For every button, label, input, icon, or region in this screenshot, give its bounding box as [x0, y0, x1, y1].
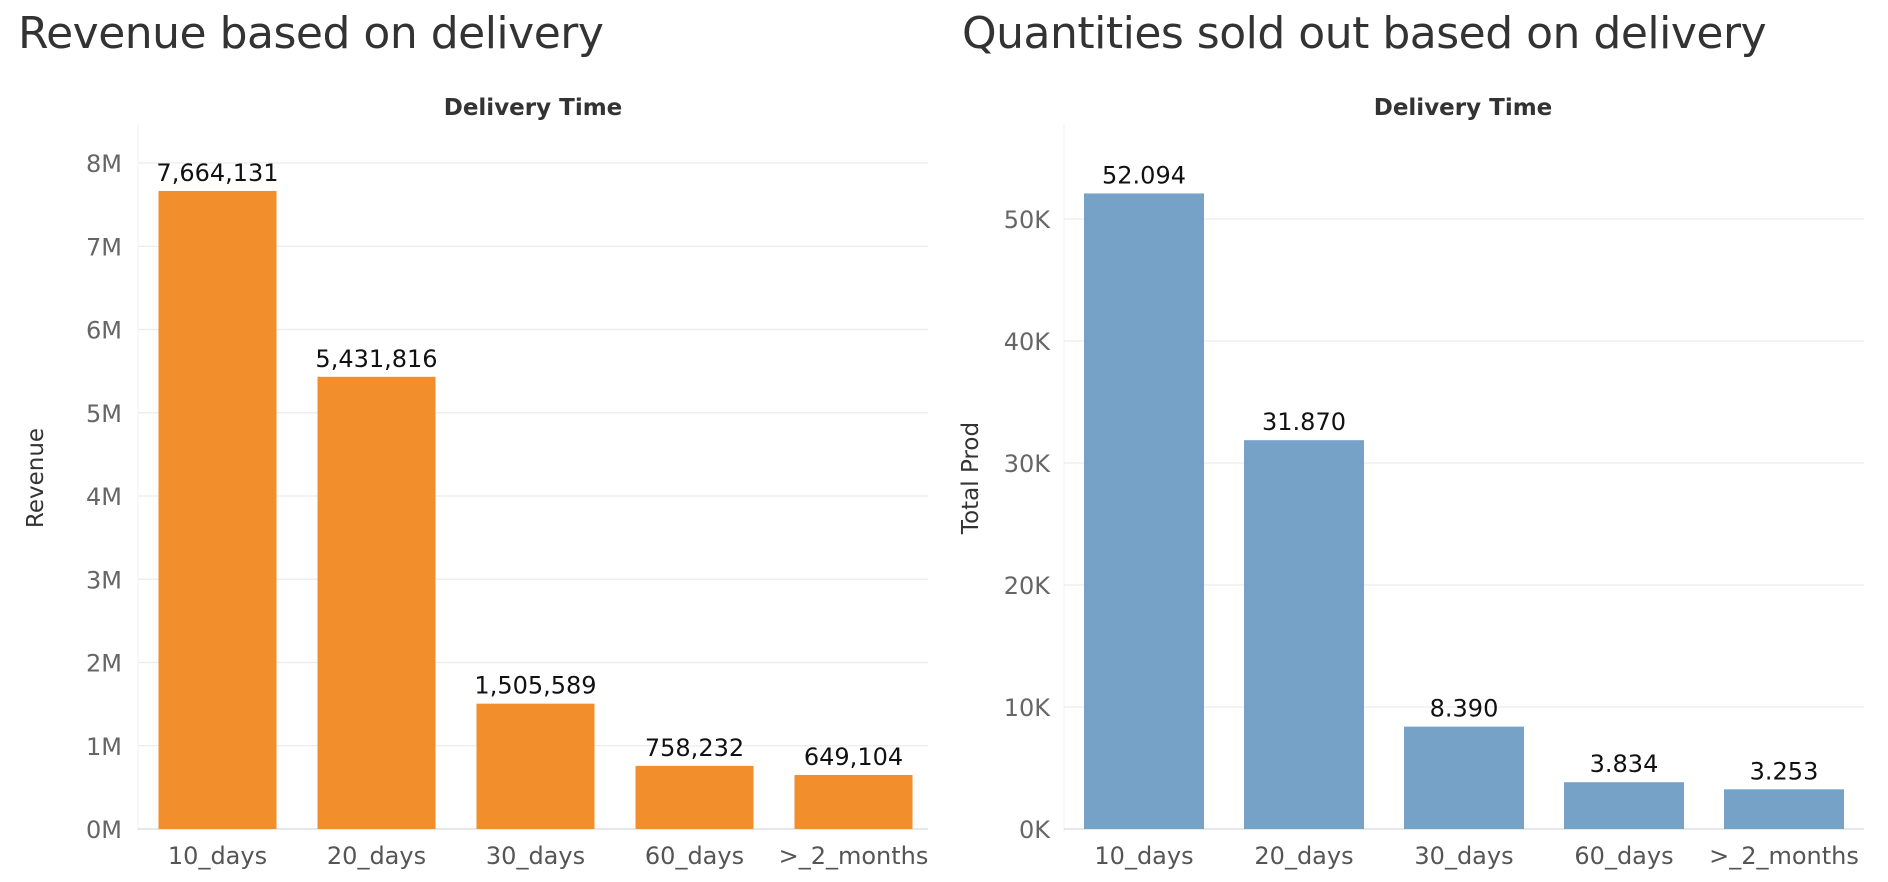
data-label: 8.390: [1430, 695, 1499, 723]
y-tick-label: 20K: [1004, 572, 1052, 600]
y-tick-label: 1M: [86, 733, 122, 761]
y-tick-label: 3M: [86, 566, 122, 594]
revenue-bar-chart: 0M 1M 2M 3M 4M 5M 6M 7M 8M Delivery Time Revenue 7,…: [23, 95, 929, 870]
x-tick-label: >_2_months: [1709, 842, 1859, 870]
bar-30-days: [476, 703, 595, 829]
y-axis-title: Total Prod: [958, 422, 984, 535]
data-label: 31.870: [1262, 408, 1346, 436]
y-tick-label: 0K: [1019, 816, 1051, 844]
bar-10-days: [158, 190, 277, 830]
chart-title: Quantities sold out based on delivery: [962, 8, 1767, 59]
y-tick-label: 6M: [86, 317, 122, 345]
x-tick-label: 10_days: [168, 842, 267, 870]
chart-title: Revenue based on delivery: [18, 8, 604, 59]
quantities-chart-panel: Quantities sold out based on delivery 0K…: [944, 0, 1888, 882]
bar-20-days: [1244, 440, 1364, 829]
bar-30-days: [1404, 726, 1524, 829]
data-label: 3.253: [1750, 757, 1819, 785]
y-tick-label: 40K: [1004, 328, 1052, 356]
x-tick-label: 30_days: [486, 842, 585, 870]
x-tick-label: 20_days: [327, 842, 426, 870]
quantities-bar-chart: 0K 10K 20K 30K 40K 50K Delivery Time Total Prod…: [958, 95, 1864, 870]
y-tick-label: 30K: [1004, 450, 1052, 478]
data-label: 5,431,816: [315, 345, 437, 373]
column-header: Delivery Time: [1374, 95, 1553, 121]
x-tick-label: 60_days: [1574, 842, 1673, 870]
y-tick-label: 10K: [1004, 694, 1052, 722]
data-label: 649,104: [804, 743, 903, 771]
y-tick-label: 4M: [86, 483, 122, 511]
bar-2-months: [794, 774, 913, 829]
bar-10-days: [1084, 193, 1204, 830]
y-tick-label: 0M: [86, 816, 122, 844]
bar-2-months: [1724, 789, 1844, 829]
y-tick-label: 7M: [86, 233, 122, 261]
x-tick-label: 60_days: [645, 842, 744, 870]
data-label: 7,664,131: [156, 159, 278, 187]
y-tick-label: 5M: [86, 400, 122, 428]
bar-20-days: [317, 376, 436, 829]
x-tick-label: 20_days: [1254, 842, 1353, 870]
bar-60-days: [1564, 782, 1684, 829]
x-tick-label: 30_days: [1414, 842, 1513, 870]
y-tick-label: 50K: [1004, 206, 1052, 234]
y-axis-title: Revenue: [23, 428, 49, 528]
bar-60-days: [635, 765, 754, 829]
x-tick-label: 10_days: [1094, 842, 1193, 870]
y-tick-label: 8M: [86, 150, 122, 178]
data-label: 3.834: [1590, 750, 1659, 778]
data-label: 758,232: [645, 734, 744, 762]
x-tick-label: >_2_months: [779, 842, 929, 870]
revenue-chart-panel: Revenue based on delivery 0M 1M 2M 3M 4M 5M 6M…: [18, 8, 929, 870]
data-label: 52.094: [1102, 161, 1186, 189]
y-tick-label: 2M: [86, 650, 122, 678]
data-label: 1,505,589: [474, 672, 596, 700]
column-header: Delivery Time: [444, 95, 623, 121]
